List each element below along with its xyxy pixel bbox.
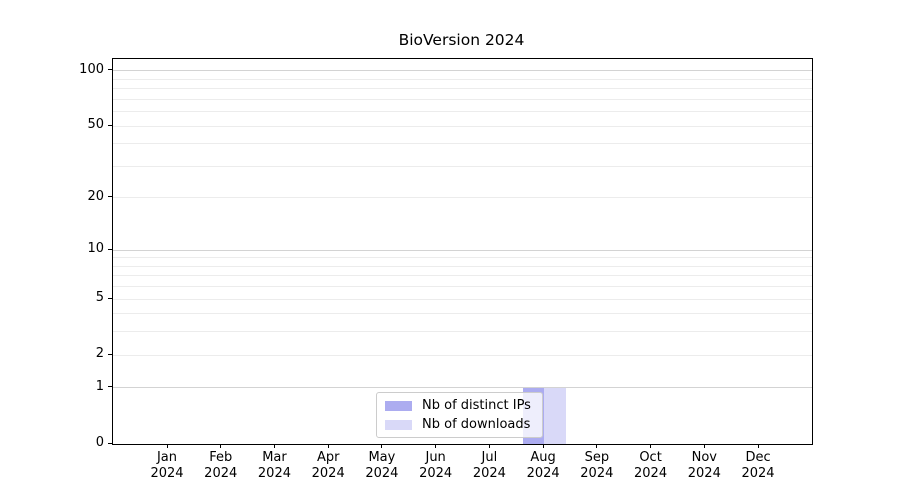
gridline-minor	[113, 125, 812, 127]
x-axis-tick-label: Nov 2024	[687, 450, 721, 481]
gridline-minor	[113, 197, 812, 199]
x-axis-tick	[703, 444, 705, 448]
plot-area	[112, 58, 813, 445]
y-axis-tick	[108, 386, 112, 388]
y-axis-tick-label: 1	[95, 378, 104, 394]
gridline-minor	[113, 78, 812, 80]
gridline-minor	[113, 111, 812, 113]
legend-item-downloads: Nb of downloads	[385, 416, 534, 432]
y-axis-tick	[108, 442, 112, 444]
gridline-minor	[113, 298, 812, 300]
bar-downloads	[544, 387, 566, 444]
y-axis-tick	[108, 248, 112, 250]
legend: Nb of distinct IPs Nb of downloads	[376, 392, 543, 438]
chart-title: BioVersion 2024	[398, 31, 525, 49]
legend-swatch-distinct-ips	[385, 400, 412, 411]
x-axis-tick	[273, 444, 275, 448]
gridline-minor	[113, 354, 812, 356]
x-axis-tick-label: Oct 2024	[634, 450, 668, 481]
x-axis-tick-label: Aug 2024	[526, 450, 560, 481]
y-axis-tick	[108, 69, 112, 71]
legend-item-distinct-ips: Nb of distinct IPs	[385, 397, 534, 413]
legend-label-downloads: Nb of downloads	[422, 416, 531, 432]
y-axis-tick-label: 10	[87, 241, 104, 257]
x-axis-tick-label: Mar 2024	[257, 450, 291, 481]
gridline-major	[113, 387, 812, 389]
x-axis-tick	[757, 444, 759, 448]
gridline-minor	[113, 313, 812, 315]
x-axis-tick-label: Sep 2024	[580, 450, 614, 481]
x-axis-tick-label: Apr 2024	[311, 450, 345, 481]
gridline-minor	[113, 88, 812, 90]
y-axis-tick	[108, 124, 112, 126]
x-axis-tick-label: May 2024	[365, 450, 399, 481]
gridline-major	[113, 249, 812, 251]
y-axis-tick-label: 2	[95, 346, 104, 362]
legend-swatch-downloads	[385, 419, 412, 430]
x-axis-tick	[220, 444, 222, 448]
x-axis-tick	[488, 444, 490, 448]
x-axis-tick-label: Dec 2024	[741, 450, 775, 481]
gridline-minor	[113, 265, 812, 267]
x-axis-tick	[327, 444, 329, 448]
x-axis-tick	[542, 444, 544, 448]
gridline-minor	[113, 98, 812, 100]
gridline-minor	[113, 286, 812, 288]
gridline-minor	[113, 275, 812, 277]
y-axis-tick-label: 5	[95, 290, 104, 306]
y-axis-tick	[108, 353, 112, 355]
gridline-minor	[113, 331, 812, 333]
x-axis-tick	[381, 444, 383, 448]
y-axis-tick	[108, 196, 112, 198]
x-axis-tick-label: Jul 2024	[472, 450, 506, 481]
x-axis-tick	[596, 444, 598, 448]
y-axis-tick-label: 20	[87, 188, 104, 204]
y-axis-tick-label: 50	[87, 117, 104, 133]
y-axis-tick-label: 100	[79, 61, 104, 77]
gridline-minor	[113, 143, 812, 145]
x-axis-tick	[650, 444, 652, 448]
gridline-major	[113, 70, 812, 72]
gridline-minor	[113, 165, 812, 167]
x-axis-tick-label: Jan 2024	[150, 450, 184, 481]
y-axis-tick	[108, 297, 112, 299]
x-axis-tick-label: Jun 2024	[419, 450, 453, 481]
y-axis-tick-label: 0	[95, 435, 104, 450]
x-axis-tick	[435, 444, 437, 448]
gridline-minor	[113, 257, 812, 259]
x-axis-tick-label: Feb 2024	[204, 450, 238, 481]
legend-label-distinct-ips: Nb of distinct IPs	[422, 397, 531, 413]
x-axis-tick	[166, 444, 168, 448]
